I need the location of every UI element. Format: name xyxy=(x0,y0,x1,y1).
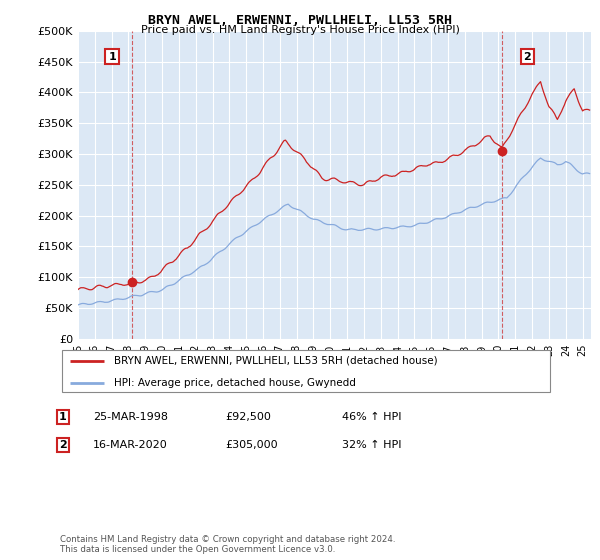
Text: 2: 2 xyxy=(59,440,67,450)
Text: HPI: Average price, detached house, Gwynedd: HPI: Average price, detached house, Gwyn… xyxy=(114,378,356,388)
Text: 16-MAR-2020: 16-MAR-2020 xyxy=(93,440,168,450)
Text: Price paid vs. HM Land Registry's House Price Index (HPI): Price paid vs. HM Land Registry's House … xyxy=(140,25,460,35)
Text: BRYN AWEL, ERWENNI, PWLLHELI, LL53 5RH: BRYN AWEL, ERWENNI, PWLLHELI, LL53 5RH xyxy=(148,14,452,27)
Text: £305,000: £305,000 xyxy=(225,440,278,450)
Text: 25-MAR-1998: 25-MAR-1998 xyxy=(93,412,168,422)
Text: 32% ↑ HPI: 32% ↑ HPI xyxy=(342,440,401,450)
Text: 1: 1 xyxy=(108,52,116,62)
Text: BRYN AWEL, ERWENNI, PWLLHELI, LL53 5RH (detached house): BRYN AWEL, ERWENNI, PWLLHELI, LL53 5RH (… xyxy=(114,356,438,366)
FancyBboxPatch shape xyxy=(62,349,550,393)
Text: Contains HM Land Registry data © Crown copyright and database right 2024.
This d: Contains HM Land Registry data © Crown c… xyxy=(60,535,395,554)
Text: £92,500: £92,500 xyxy=(225,412,271,422)
Text: 46% ↑ HPI: 46% ↑ HPI xyxy=(342,412,401,422)
Text: 2: 2 xyxy=(523,52,531,62)
Text: 1: 1 xyxy=(59,412,67,422)
